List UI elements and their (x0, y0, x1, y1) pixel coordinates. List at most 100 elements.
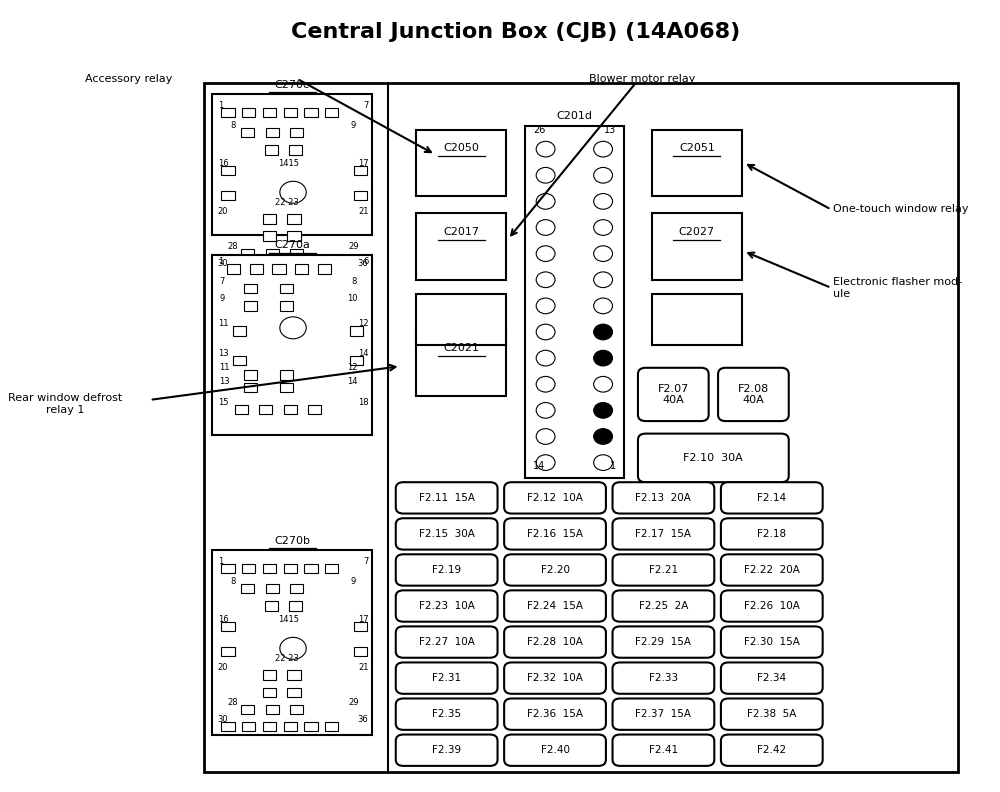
Text: 29: 29 (348, 242, 359, 251)
Text: F2.33: F2.33 (649, 673, 678, 683)
Text: 28: 28 (227, 242, 238, 251)
Bar (263, 687, 276, 697)
Text: 21: 21 (358, 663, 368, 672)
FancyBboxPatch shape (721, 554, 823, 585)
Text: 28: 28 (227, 698, 238, 706)
FancyBboxPatch shape (396, 590, 498, 622)
Text: F2.28  10A: F2.28 10A (527, 637, 583, 647)
FancyBboxPatch shape (396, 482, 498, 513)
FancyBboxPatch shape (212, 255, 372, 435)
Text: 1: 1 (218, 557, 223, 565)
FancyBboxPatch shape (721, 662, 823, 694)
Bar (242, 722, 255, 731)
Text: F2.17  15A: F2.17 15A (635, 529, 691, 539)
Text: C201d: C201d (556, 111, 592, 121)
Text: F2.35: F2.35 (432, 709, 461, 719)
Bar (266, 128, 279, 137)
FancyBboxPatch shape (613, 590, 714, 622)
Bar (241, 249, 254, 258)
Circle shape (594, 324, 613, 340)
Bar (266, 584, 279, 593)
FancyBboxPatch shape (416, 213, 506, 280)
Text: 7: 7 (363, 557, 368, 565)
Text: Accessory relay: Accessory relay (85, 74, 173, 84)
Text: 26: 26 (533, 125, 545, 135)
Bar (263, 564, 276, 573)
Text: 15: 15 (218, 398, 228, 406)
Bar (318, 265, 331, 274)
FancyBboxPatch shape (613, 734, 714, 766)
Text: C2017: C2017 (443, 227, 479, 238)
Text: Blower motor relay: Blower motor relay (589, 74, 696, 84)
Text: F2.15  30A: F2.15 30A (419, 529, 475, 539)
Text: F2.20: F2.20 (541, 565, 570, 575)
Bar (244, 370, 257, 379)
Bar (354, 622, 367, 631)
Bar (244, 301, 257, 310)
FancyBboxPatch shape (525, 126, 624, 478)
FancyBboxPatch shape (504, 590, 606, 622)
Bar (308, 405, 321, 414)
FancyBboxPatch shape (652, 294, 742, 345)
Text: 7: 7 (220, 277, 225, 286)
Text: 8: 8 (230, 577, 235, 586)
FancyBboxPatch shape (212, 94, 372, 235)
Text: 10: 10 (347, 294, 357, 303)
Text: 22 23: 22 23 (275, 198, 298, 207)
Bar (304, 266, 318, 276)
Text: 18: 18 (358, 398, 368, 406)
Bar (287, 670, 301, 680)
Bar (263, 231, 276, 241)
Text: 20: 20 (218, 208, 228, 216)
Text: 14: 14 (358, 349, 368, 358)
Text: F2.23  10A: F2.23 10A (419, 601, 475, 611)
FancyBboxPatch shape (721, 699, 823, 730)
Bar (350, 356, 363, 365)
Bar (221, 108, 235, 117)
FancyBboxPatch shape (613, 626, 714, 657)
Text: 21: 21 (358, 208, 368, 216)
FancyBboxPatch shape (416, 294, 506, 345)
Bar (244, 284, 257, 293)
Text: 6: 6 (363, 257, 368, 266)
Bar (233, 356, 246, 365)
Bar (284, 108, 297, 117)
Bar (272, 265, 286, 274)
Bar (304, 722, 318, 731)
Bar (263, 670, 276, 680)
Bar (221, 647, 235, 657)
Bar (233, 326, 246, 336)
Text: 13: 13 (218, 349, 228, 358)
Text: 8: 8 (352, 277, 357, 286)
Text: 1415: 1415 (278, 158, 299, 168)
Bar (289, 145, 302, 154)
Bar (265, 601, 278, 611)
Bar (259, 405, 272, 414)
Bar (221, 564, 235, 573)
Bar (221, 191, 235, 200)
Text: C270a: C270a (274, 240, 310, 250)
Text: F2.40: F2.40 (541, 745, 570, 756)
FancyBboxPatch shape (396, 699, 498, 730)
Text: C2027: C2027 (679, 227, 715, 238)
Text: 9: 9 (351, 121, 356, 130)
Bar (290, 584, 303, 593)
Text: C270b: C270b (274, 535, 310, 546)
Text: F2.12  10A: F2.12 10A (527, 493, 583, 503)
Text: C2050: C2050 (443, 143, 479, 154)
FancyBboxPatch shape (416, 329, 506, 396)
FancyBboxPatch shape (613, 518, 714, 550)
Bar (350, 326, 363, 336)
FancyBboxPatch shape (721, 734, 823, 766)
Text: 14: 14 (533, 461, 545, 471)
FancyBboxPatch shape (721, 626, 823, 657)
FancyBboxPatch shape (204, 82, 958, 772)
Text: 36: 36 (358, 259, 368, 268)
Bar (290, 249, 303, 258)
Bar (280, 370, 293, 379)
Bar (354, 647, 367, 657)
Bar (266, 705, 279, 714)
Text: 29: 29 (348, 698, 359, 706)
Text: 13: 13 (220, 377, 230, 386)
Bar (284, 722, 297, 731)
